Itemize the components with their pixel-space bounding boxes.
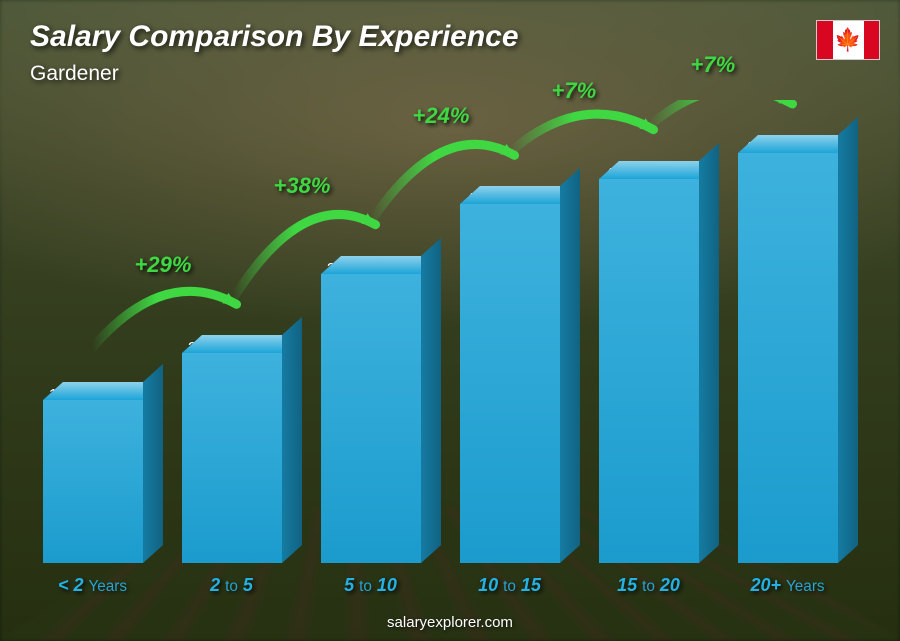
bar-side (838, 117, 858, 563)
growth-percent-label: +7% (552, 78, 597, 104)
bar-front (460, 204, 560, 563)
chart-subtitle: Gardener (30, 62, 119, 86)
bar-front (182, 353, 282, 563)
bar-side (560, 168, 580, 563)
x-axis-label: 2 to 5 (210, 575, 253, 596)
growth-percent-label: +38% (274, 173, 331, 199)
country-flag-canada: 🍁 (816, 20, 880, 60)
bar-3d (460, 204, 560, 563)
x-axis-label: < 2 Years (58, 575, 127, 596)
x-axis-label: 5 to 10 (344, 575, 397, 596)
growth-percent-label: +29% (135, 252, 192, 278)
bar-side (421, 238, 441, 563)
growth-percent-label: +24% (413, 103, 470, 129)
x-axis-label: 15 to 20 (617, 575, 680, 596)
flag-band-right (864, 21, 880, 59)
bar-3d (43, 400, 143, 563)
bar-3d (599, 179, 699, 563)
growth-percent-label: +7% (691, 52, 736, 78)
bar-3d (321, 274, 421, 563)
x-axis-label: 10 to 15 (478, 575, 541, 596)
bar-column: 47,900 CAD20+ Years (725, 100, 850, 596)
flag-band-left (817, 21, 833, 59)
bar-front (599, 179, 699, 563)
bar-side (699, 143, 719, 563)
chart-title: Salary Comparison By Experience (30, 20, 519, 54)
bar-front (43, 400, 143, 563)
bar-chart: 19,100 CAD< 2 Years24,500 CAD2 to 533,80… (30, 100, 850, 596)
bar-side (143, 364, 163, 563)
bar-column: 44,900 CAD15 to 20 (586, 100, 711, 596)
bar-3d (738, 153, 838, 563)
bar-3d (182, 353, 282, 563)
x-axis-label: 20+ Years (750, 575, 824, 596)
maple-leaf-icon: 🍁 (833, 21, 864, 59)
footer-source: salaryexplorer.com (0, 614, 900, 631)
bar-front (321, 274, 421, 563)
bar-front (738, 153, 838, 563)
bar-side (282, 317, 302, 563)
